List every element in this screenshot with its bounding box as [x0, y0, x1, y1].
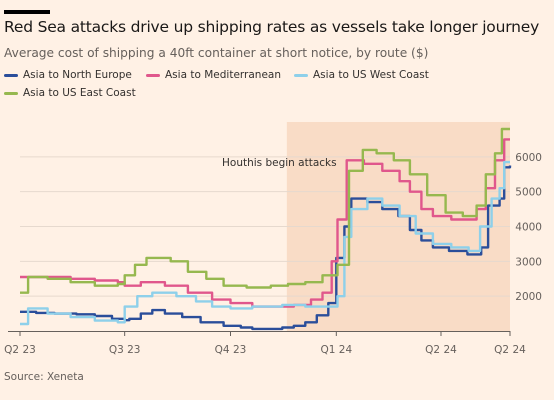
series-line-asia-to-mediterranean: [20, 138, 510, 308]
y-tick-label-4000: 4000: [515, 222, 542, 234]
y-tick-label-6000: 6000: [515, 152, 542, 164]
x-tick-label-1: Q3 23: [109, 344, 141, 356]
source-note: Source: Xeneta: [4, 371, 84, 383]
series-line-asia-to-us-east-coast: [20, 127, 510, 294]
legend-label-north-europe: Asia to North Europe: [23, 69, 132, 81]
ft-top-rule: [4, 10, 50, 14]
chart-title: Red Sea attacks drive up shipping rates …: [4, 18, 540, 36]
legend-item-mediterranean: Asia to Mediterranean: [146, 69, 281, 81]
legend-item-us-west-coast: Asia to US West Coast: [294, 69, 429, 81]
legend-swatch-mediterranean: [146, 73, 160, 77]
x-tick-label-4: Q2 24: [425, 344, 457, 356]
legend-swatch-us-east-coast: [4, 91, 18, 95]
series-line-asia-to-us-west-coast: [20, 160, 510, 326]
axis-layer: [8, 331, 511, 336]
y-tick-label-3000: 3000: [515, 256, 542, 268]
x-tick-label-5: Q2 24: [494, 344, 526, 356]
label-layer: 2000 3000 4000 5000 6000 Q2 23 Q3 23 Q4 23 Q1 24…: [4, 152, 542, 356]
x-tick-label-0: Q2 23: [4, 344, 36, 356]
x-tick-label-3: Q1 24: [320, 344, 352, 356]
legend-label-us-west-coast: Asia to US West Coast: [313, 69, 429, 81]
y-tick-label-5000: 5000: [515, 187, 542, 199]
x-tick-label-2: Q4 23: [215, 344, 247, 356]
chart-subtitle: Average cost of shipping a 40ft containe…: [4, 46, 429, 60]
legend-label-us-east-coast: Asia to US East Coast: [23, 87, 136, 99]
grid-layer: [20, 156, 510, 297]
series-layer: [20, 127, 512, 331]
legend-swatch-north-europe: [4, 73, 18, 77]
legend-item-north-europe: Asia to North Europe: [4, 69, 132, 81]
legend-swatch-us-west-coast: [294, 73, 308, 77]
legend-item-us-east-coast: Asia to US East Coast: [4, 87, 136, 99]
annotation-label: Houthis begin attacks: [222, 157, 337, 169]
y-tick-label-2000: 2000: [515, 291, 542, 303]
legend-label-mediterranean: Asia to Mediterranean: [165, 69, 281, 81]
